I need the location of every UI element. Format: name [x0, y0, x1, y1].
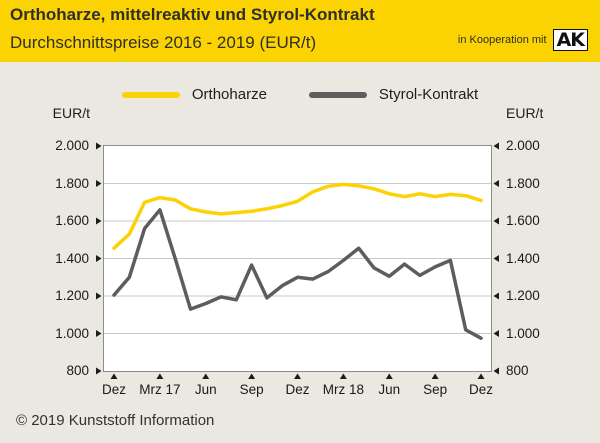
- y-tick-label-left: 1.600: [55, 213, 89, 228]
- x-tick-label: Jun: [378, 382, 401, 397]
- y-tick-label-left: 1.200: [55, 288, 89, 303]
- legend: Orthoharze Styrol-Kontrakt: [0, 86, 600, 103]
- x-tick-label: Jun: [194, 382, 217, 397]
- x-tick-label: Dez: [285, 382, 310, 397]
- plot-area: [96, 142, 499, 379]
- y-tick-label-right: 1.600: [506, 213, 540, 228]
- line-chart: [96, 142, 499, 379]
- y-axis-unit-left: EUR/t: [52, 105, 90, 121]
- legend-label-styrol: Styrol-Kontrakt: [378, 86, 479, 103]
- x-tick-label: Mrz 17: [139, 382, 181, 397]
- partner-logo: AK: [552, 29, 588, 51]
- y-tick-label-right: 2.000: [506, 138, 540, 153]
- y-tick-label-right: 800: [506, 363, 529, 378]
- y-tick-label-right: 1.000: [506, 325, 540, 341]
- x-tick-label: Dez: [101, 382, 126, 397]
- legend-item-orthoharze: Orthoharze: [121, 86, 267, 103]
- cooperation-block: in Kooperation mit AK: [458, 29, 588, 53]
- y-tick-label-left: 2.000: [55, 138, 89, 153]
- legend-item-styrol: Styrol-Kontrakt: [308, 86, 479, 103]
- y-tick-label-left: 800: [66, 363, 89, 378]
- y-tick-label-right: 1.400: [506, 250, 540, 266]
- y-tick-label-left: 1.000: [55, 325, 89, 341]
- cooperation-text: in Kooperation mit: [457, 34, 547, 46]
- x-tick-label: Dez: [468, 382, 493, 397]
- y-tick-label-right: 1.200: [506, 288, 540, 303]
- chart-title: Orthoharze, mittelreaktiv und Styrol-Kon…: [10, 5, 375, 24]
- chart-subtitle: Durchschnittspreise 2016 - 2019 (EUR/t): [10, 33, 317, 52]
- x-tick-label: Sep: [239, 382, 264, 397]
- copyright-text: © 2019 Kunststoff Information: [16, 412, 215, 429]
- y-tick-label-left: 1.800: [55, 175, 89, 191]
- header-banner: Orthoharze, mittelreaktiv und Styrol-Kon…: [0, 0, 600, 62]
- orthoharze-line-swatch: [121, 91, 180, 98]
- y-tick-label-left: 1.400: [55, 250, 89, 266]
- legend-label-orthoharze: Orthoharze: [191, 86, 267, 103]
- styrol-line-swatch: [308, 91, 367, 98]
- y-axis-unit-right: EUR/t: [506, 105, 544, 121]
- x-tick-label: Mrz 18: [322, 382, 364, 397]
- x-tick-label: Sep: [423, 382, 448, 397]
- y-tick-label-right: 1.800: [506, 175, 540, 191]
